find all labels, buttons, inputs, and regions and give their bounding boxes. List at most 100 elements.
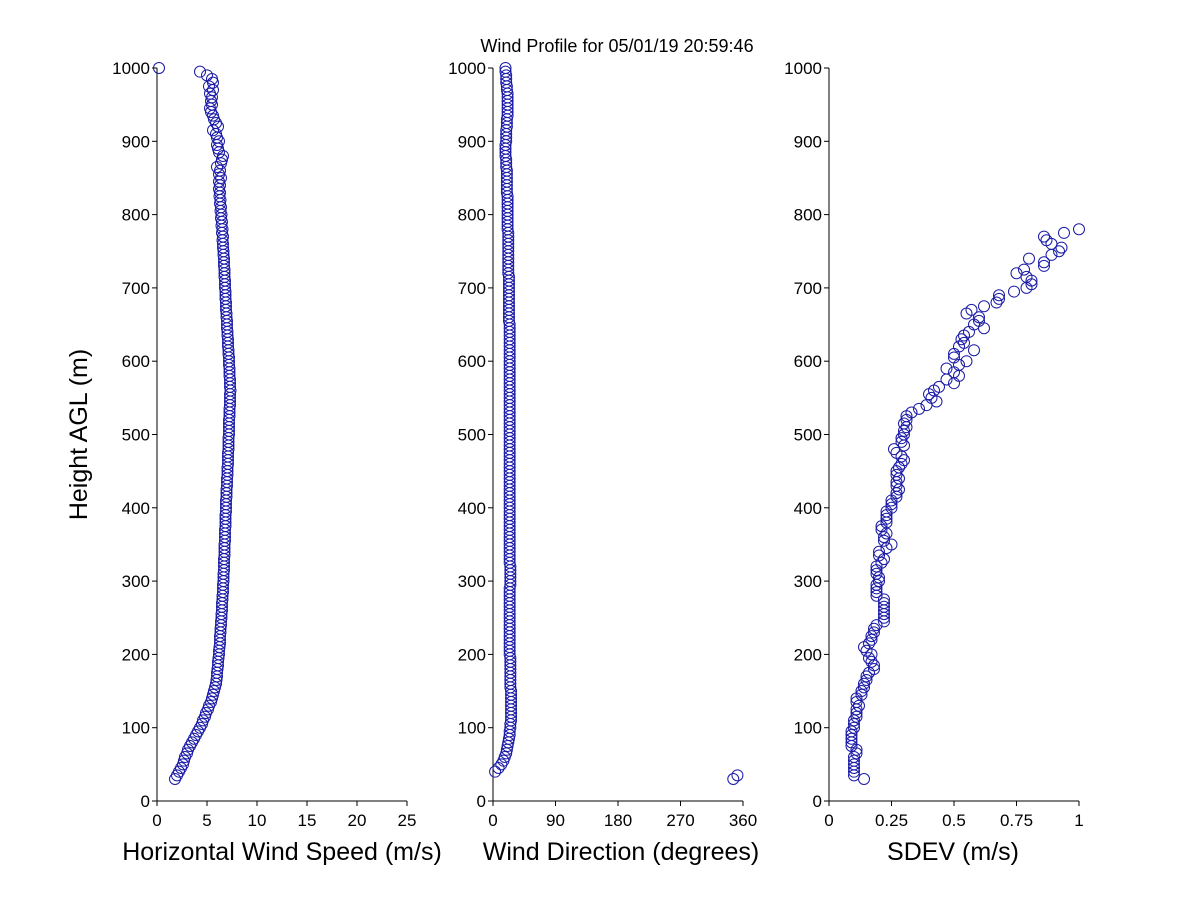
data-point	[898, 424, 910, 437]
data-point	[898, 439, 910, 452]
data-point	[905, 406, 918, 419]
data-point	[858, 677, 870, 690]
x-tick-label: 5	[202, 811, 211, 830]
data-point	[865, 633, 878, 646]
data-point	[893, 472, 905, 485]
data-point	[890, 468, 903, 481]
data-point	[199, 710, 211, 723]
y-tick-label: 1000	[784, 59, 822, 78]
data-point	[1008, 285, 1020, 298]
y-tick-label: 300	[794, 572, 822, 591]
data-point	[845, 729, 858, 742]
data-point	[853, 699, 865, 712]
y-tick-label: 700	[794, 279, 822, 298]
data-point	[860, 644, 873, 657]
x-tick-label: 360	[729, 811, 757, 830]
data-point	[210, 127, 222, 140]
data-point	[178, 754, 190, 767]
data-point	[731, 769, 744, 782]
x-tick-label: 0.75	[1000, 811, 1033, 830]
data-point	[848, 721, 860, 734]
data-point	[500, 69, 513, 82]
y-tick-label: 800	[794, 206, 822, 225]
data-point	[878, 534, 890, 547]
data-point	[890, 446, 903, 459]
data-point	[848, 754, 860, 767]
data-point	[1038, 256, 1050, 269]
data-point	[1055, 241, 1068, 254]
figure-title: Wind Profile for 05/01/19 20:59:46	[480, 36, 753, 56]
data-point	[727, 773, 740, 786]
data-point	[878, 593, 890, 606]
data-point	[940, 362, 953, 375]
data-point	[855, 685, 868, 698]
data-point	[1038, 259, 1050, 272]
data-point	[893, 483, 905, 496]
data-point	[873, 575, 885, 588]
x-tick-label: 20	[348, 811, 367, 830]
data-point	[870, 567, 883, 580]
x-tick-label: 270	[666, 811, 694, 830]
data-point	[860, 674, 873, 687]
data-point	[865, 630, 878, 643]
y-axis-label: Height AGL (m)	[65, 349, 93, 520]
data-point	[878, 531, 890, 544]
data-point	[875, 556, 888, 569]
data-point	[153, 62, 165, 74]
data-point	[993, 289, 1005, 302]
y-tick-label: 100	[794, 719, 822, 738]
data-point	[194, 65, 206, 78]
data-point	[201, 69, 213, 82]
x-tick-label: 90	[546, 811, 565, 830]
y-tick-label: 900	[122, 132, 150, 151]
data-point	[968, 344, 980, 357]
data-point	[868, 622, 880, 635]
data-point	[863, 637, 875, 650]
data-point	[202, 703, 214, 716]
y-tick-label: 0	[813, 792, 822, 811]
data-point	[206, 692, 218, 705]
data-point	[933, 380, 945, 393]
y-tick-label: 100	[458, 719, 486, 738]
data-point	[209, 681, 221, 694]
data-point	[1040, 234, 1053, 247]
data-point	[913, 402, 925, 415]
y-tick-label: 900	[794, 132, 822, 151]
data-point	[873, 545, 885, 558]
data-point	[848, 751, 860, 764]
data-point	[960, 355, 973, 368]
data-point	[990, 296, 1003, 309]
data-point	[865, 655, 878, 668]
data-point	[848, 718, 860, 731]
y-tick-label: 200	[794, 645, 822, 664]
x-tick-label: 0.5	[942, 811, 966, 830]
data-point	[205, 696, 217, 709]
y-tick-label: 0	[141, 792, 150, 811]
x-tick-label: 180	[604, 811, 632, 830]
data-point	[1023, 252, 1035, 265]
data-point	[895, 432, 908, 445]
data-point	[873, 549, 885, 562]
data-point	[898, 417, 910, 430]
data-point	[1038, 230, 1050, 243]
data-point	[873, 571, 885, 584]
y-tick-label: 100	[122, 719, 150, 738]
data-point	[868, 626, 880, 639]
data-point	[204, 87, 216, 100]
data-point	[925, 391, 938, 404]
y-tick-label: 600	[794, 352, 822, 371]
data-point	[868, 663, 880, 676]
x-tick-label: 0	[152, 811, 161, 830]
data-point	[965, 303, 978, 316]
data-point	[863, 652, 875, 665]
data-point	[1053, 245, 1065, 258]
y-tick-label: 200	[458, 645, 486, 664]
data-point	[216, 153, 228, 166]
data-points	[489, 62, 744, 786]
data-point	[993, 292, 1005, 305]
x-axis-label: Wind Direction (degrees)	[483, 838, 760, 866]
y-tick-label: 0	[477, 792, 486, 811]
y-tick-label: 1000	[112, 59, 150, 78]
data-point	[848, 758, 860, 771]
y-tick-label: 500	[794, 426, 822, 445]
